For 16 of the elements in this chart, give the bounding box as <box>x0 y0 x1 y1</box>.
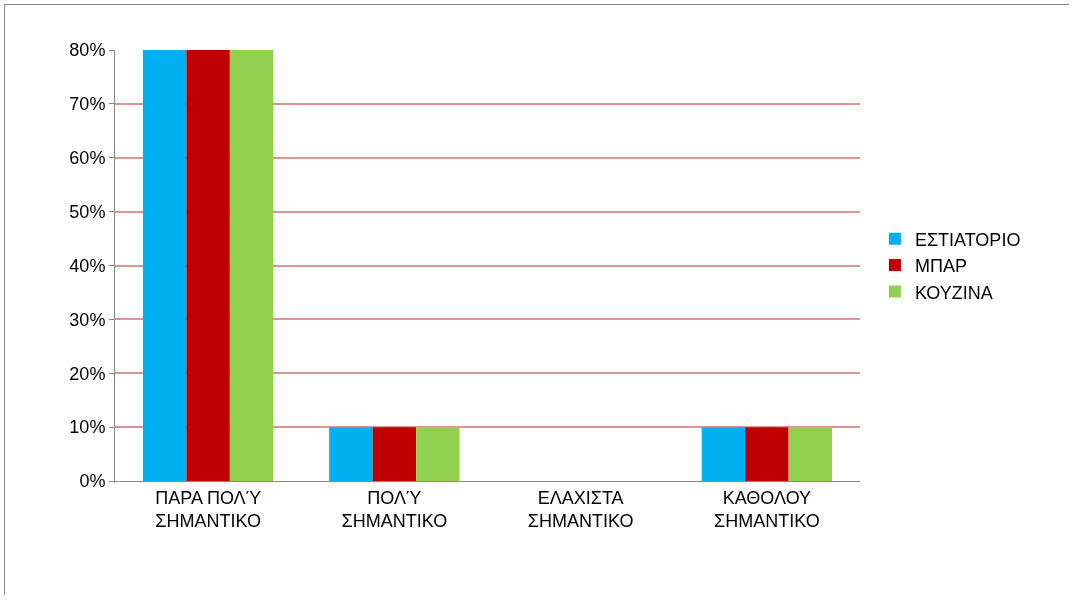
x-tick-label: ΠΟΛΎ ΣΗΜΑΝΤΙΚΟ <box>341 487 448 531</box>
y-tick-label: 30% <box>69 309 106 330</box>
legend-label: ΜΠΑΡ <box>914 256 967 277</box>
y-tick-label: 70% <box>69 94 106 115</box>
y-tick-label: 20% <box>69 363 106 384</box>
y-tick-label: 10% <box>69 417 106 438</box>
legend-label: ΕΣΤΙΑΤΟΡΙΟ <box>914 229 1021 250</box>
x-tick-label: ΠΑΡΑ ΠΟΛΎ ΣΗΜΑΝΤΙΚΟ <box>155 487 262 531</box>
y-tick-label: 0% <box>79 471 106 492</box>
legend-label: ΚΟΥΖΙΝΑ <box>914 282 993 303</box>
y-tick-label: 80% <box>69 40 106 61</box>
y-tick-label: 40% <box>69 255 106 276</box>
x-tick-label: ΕΛΑΧΙΣΤΑ ΣΗΜΑΝΤΙΚΟ <box>527 487 634 531</box>
y-tick-label: 50% <box>69 201 106 222</box>
y-tick-label: 60% <box>69 148 106 169</box>
x-tick-label: ΚΑΘΟΛΟΥ ΣΗΜΑΝΤΙΚΟ <box>714 487 820 531</box>
